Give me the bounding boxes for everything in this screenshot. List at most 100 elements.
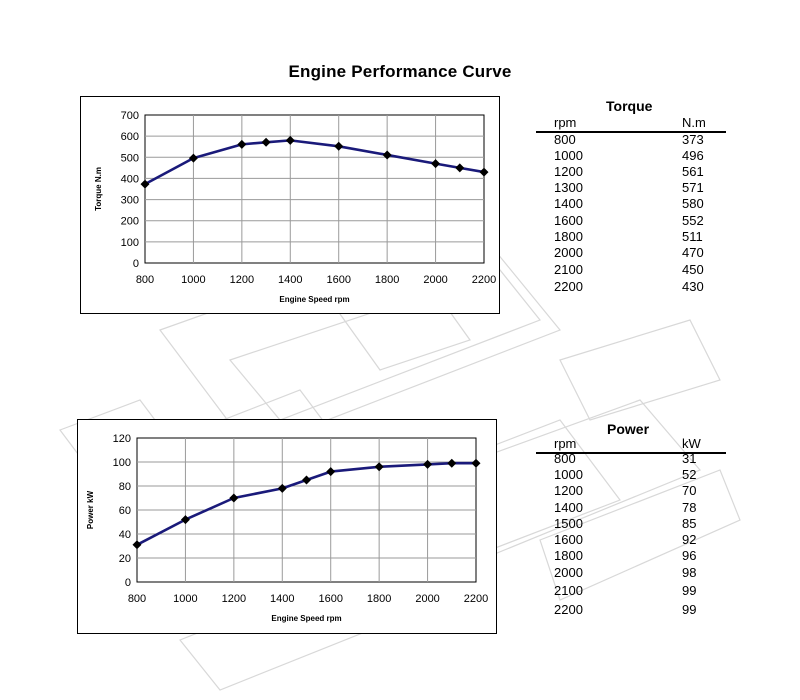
torque-table-rpm-cell: 1600 xyxy=(554,213,583,228)
power-table-rpm-cell: 1500 xyxy=(554,516,583,531)
power-table-rpm-cell: 1600 xyxy=(554,532,583,547)
power-table-value-cell: 78 xyxy=(682,500,697,515)
torque-table-rpm-cell: 2000 xyxy=(554,245,583,260)
power-table-rule xyxy=(536,452,726,454)
power-y-tick-label: 20 xyxy=(119,553,131,565)
power-y-axis-title: Power kW xyxy=(86,490,95,529)
power-table-rpm-cell: 2000 xyxy=(554,565,583,580)
torque-x-tick-label: 1800 xyxy=(375,274,399,286)
power-table-value-cell: 99 xyxy=(682,602,697,617)
power-data-point xyxy=(132,540,142,550)
torque-data-point xyxy=(237,139,247,149)
power-table-rpm-cell: 1400 xyxy=(554,500,583,515)
torque-table-rpm-cell: 1200 xyxy=(554,164,583,179)
torque-table-value-cell: 552 xyxy=(682,213,704,228)
torque-chart: 0 100 200 300 400 500 600 700 800 1000 1200 1400 160… xyxy=(80,96,500,314)
power-chart-plot: 0 20 40 60 80 100 120 800 1000 1200 1400 1600 1800 20… xyxy=(86,433,488,623)
power-table-value-cell: 96 xyxy=(682,548,697,563)
power-y-tick-label: 60 xyxy=(119,505,131,517)
torque-table-value-cell: 496 xyxy=(682,148,704,163)
power-data-point xyxy=(302,475,311,485)
torque-x-tick-label: 1400 xyxy=(278,274,302,286)
torque-table-rpm-cell: 800 xyxy=(554,132,576,147)
torque-table-rpm-cell: 1300 xyxy=(554,180,583,195)
power-table-value-cell: 70 xyxy=(682,483,697,498)
power-table-header-rpm: rpm xyxy=(554,436,577,451)
power-table-rpm-cell: 2100 xyxy=(554,583,583,598)
power-table-value-cell: 99 xyxy=(682,583,697,598)
torque-y-tick-label: 300 xyxy=(121,195,139,207)
torque-data-point xyxy=(334,141,344,151)
power-table-rpm-cell: 1800 xyxy=(554,548,583,563)
power-data-point xyxy=(326,467,336,477)
torque-data-point xyxy=(431,159,441,169)
power-data-point xyxy=(277,483,287,493)
power-table-rpm-cell: 2200 xyxy=(554,602,583,617)
power-table-rpm-cell: 1200 xyxy=(554,483,583,498)
power-y-tick-label: 0 xyxy=(125,577,131,589)
torque-x-tick-label: 2000 xyxy=(423,274,447,286)
power-table-value-cell: 92 xyxy=(682,532,697,547)
torque-table-value-cell: 430 xyxy=(682,279,704,294)
torque-data-point xyxy=(455,163,465,173)
torque-y-tick-label: 600 xyxy=(121,131,139,143)
power-data-point xyxy=(180,515,190,525)
torque-table-rpm-cell: 1000 xyxy=(554,148,583,163)
power-x-tick-label: 1800 xyxy=(367,593,391,605)
torque-data-point xyxy=(140,179,150,189)
torque-data-point xyxy=(382,150,392,160)
torque-x-tick-label: 1600 xyxy=(326,274,350,286)
torque-y-tick-label: 100 xyxy=(121,237,139,249)
torque-table-value-cell: 511 xyxy=(682,229,703,244)
torque-x-tick-label: 1000 xyxy=(181,274,205,286)
power-table-value-cell: 85 xyxy=(682,516,697,531)
power-x-axis-title: Engine Speed rpm xyxy=(271,614,341,623)
torque-table-header-unit: N.m xyxy=(682,115,706,130)
torque-table-header-rpm: rpm xyxy=(554,115,577,130)
power-table-value-cell: 52 xyxy=(682,467,697,482)
torque-table-value-cell: 561 xyxy=(682,164,704,179)
torque-data-point xyxy=(479,167,489,177)
power-table: Power rpm kW 800 31 1000 52 1200 70 1400 78 1500… xyxy=(536,419,726,629)
power-table-value-cell: 98 xyxy=(682,565,697,580)
power-data-point xyxy=(229,493,239,503)
power-y-tick-label: 40 xyxy=(119,529,131,541)
torque-y-tick-label: 200 xyxy=(121,216,139,228)
power-data-point xyxy=(423,459,433,469)
torque-y-tick-label: 500 xyxy=(121,152,139,164)
power-table-rpm-cell: 1000 xyxy=(554,467,583,482)
torque-y-tick-label: 0 xyxy=(133,258,139,270)
power-x-tick-label: 2200 xyxy=(464,593,488,605)
power-y-tick-label: 120 xyxy=(113,433,131,445)
power-data-point xyxy=(374,462,384,472)
torque-table-rpm-cell: 2200 xyxy=(554,279,583,294)
torque-table-value-cell: 450 xyxy=(682,262,704,277)
torque-table-rule xyxy=(536,131,726,133)
torque-data-point xyxy=(285,135,295,145)
power-x-tick-label: 1600 xyxy=(318,593,342,605)
power-x-tick-label: 1400 xyxy=(270,593,294,605)
power-x-tick-label: 1000 xyxy=(173,593,197,605)
torque-x-axis-title: Engine Speed rpm xyxy=(279,295,349,304)
torque-series-line xyxy=(144,139,485,186)
power-data-point xyxy=(447,458,457,468)
power-chart: 0 20 40 60 80 100 120 800 1000 1200 1400 1600 1800 20… xyxy=(77,419,497,634)
torque-data-point xyxy=(261,137,271,147)
power-data-point xyxy=(471,458,481,468)
power-y-tick-label: 100 xyxy=(113,457,131,469)
power-x-tick-label: 1200 xyxy=(222,593,246,605)
torque-x-tick-label: 800 xyxy=(136,274,154,286)
torque-x-tick-label: 2200 xyxy=(472,274,496,286)
power-table-rpm-cell: 800 xyxy=(554,451,576,466)
power-table-header-unit: kW xyxy=(682,436,701,451)
power-x-tick-label: 800 xyxy=(128,593,146,605)
torque-y-tick-label: 700 xyxy=(121,110,139,122)
torque-table-value-cell: 373 xyxy=(682,132,704,147)
torque-table-rpm-cell: 1400 xyxy=(554,196,583,211)
torque-table-value-cell: 571 xyxy=(682,180,704,195)
torque-table-rpm-cell: 2100 xyxy=(554,262,583,277)
page-title: Engine Performance Curve xyxy=(288,62,512,81)
power-table-title: Power xyxy=(607,421,650,437)
torque-table-value-cell: 470 xyxy=(682,245,704,260)
power-series-line xyxy=(136,461,476,546)
